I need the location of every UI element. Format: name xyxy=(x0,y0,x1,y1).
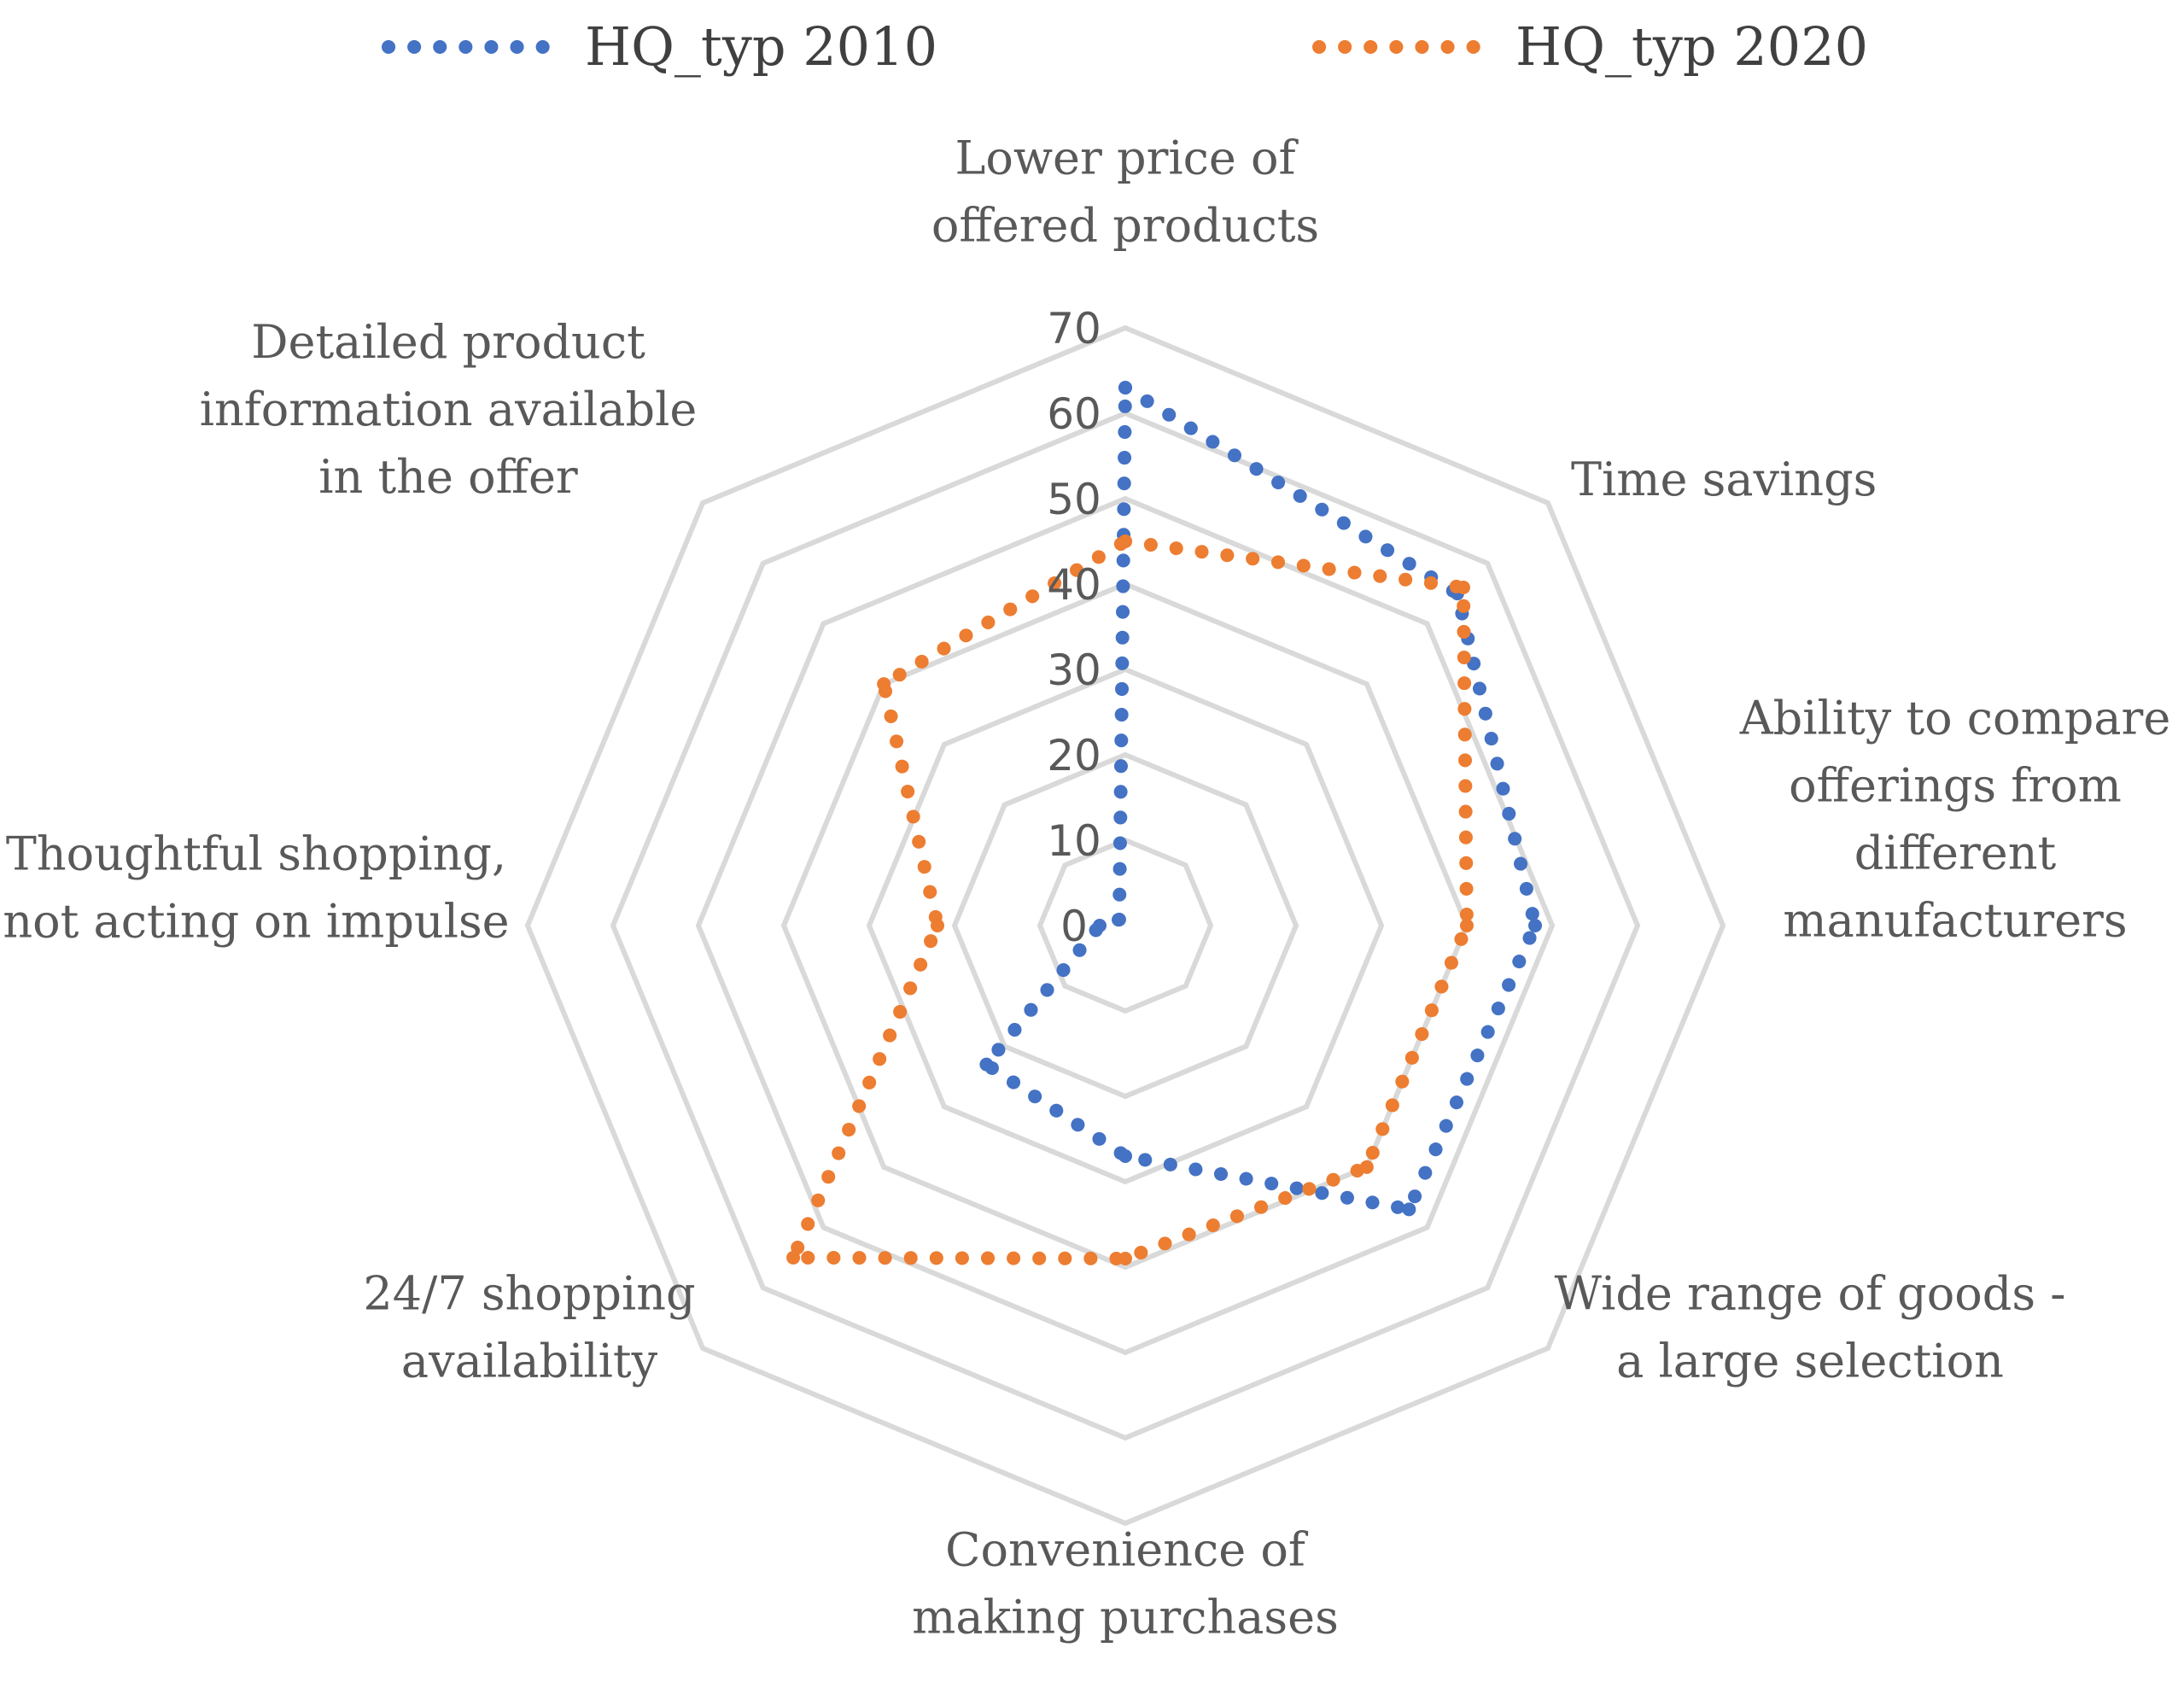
data-point-hq-typ-2010-3 xyxy=(1402,1202,1416,1217)
data-point-hq-typ-2020-7 xyxy=(877,677,891,692)
category-labels: Lower price of offered products Time savin… xyxy=(3,131,2170,1645)
tick-label-70: 70 xyxy=(1047,304,1101,353)
legend: HQ_typ 2010 HQ_typ 2020 xyxy=(382,15,1868,78)
tick-label-30: 30 xyxy=(1047,646,1101,695)
data-point-hq-typ-2020-0 xyxy=(1118,535,1132,548)
data-point-hq-typ-2020-5 xyxy=(786,1250,801,1265)
data-point-hq-typ-2010-6 xyxy=(1093,919,1107,932)
category-label-line: 24/7 shopping xyxy=(363,1267,695,1321)
series-layer xyxy=(782,375,1543,1266)
category-label-line: Ability to compare xyxy=(1739,692,2171,745)
category-label-ability-to-compare-offerings-from-different-manufacturers: Ability to compare offerings from differen… xyxy=(1739,692,2171,948)
category-label-line: Convenience of xyxy=(945,1523,1309,1577)
data-point-hq-typ-2010-5 xyxy=(979,1057,994,1072)
category-label-line: making purchases xyxy=(912,1591,1339,1645)
data-point-hq-typ-2020-1 xyxy=(1456,581,1470,595)
grid-ring-70 xyxy=(524,324,1726,1527)
data-point-hq-typ-2010-0 xyxy=(1118,381,1132,394)
data-point-hq-typ-2020-2 xyxy=(1460,919,1474,932)
category-label-line: offered products xyxy=(931,199,1319,253)
category-label-time-savings: Time savings xyxy=(1571,453,1877,506)
data-point-hq-typ-2010-4 xyxy=(1118,1149,1132,1163)
legend-label-hq-typ-2020: HQ_typ 2020 xyxy=(1515,15,1868,78)
data-point-hq-typ-2010-7 xyxy=(1112,912,1126,926)
category-label-wide-range-of-goods-a-large-selection: Wide range of goods - a large selection xyxy=(1555,1267,2066,1388)
category-label-line: Thoughtful shopping, xyxy=(6,827,506,881)
category-label-convenience-of-making-purchases: Convenience of making purchases xyxy=(912,1523,1339,1645)
category-label-line: manufacturers xyxy=(1783,894,2127,948)
category-label-line: not acting on impulse xyxy=(3,895,509,949)
grid-ring-10 xyxy=(1037,837,1214,1014)
tick-label-60: 60 xyxy=(1047,389,1101,439)
tick-label-50: 50 xyxy=(1047,475,1101,524)
category-label-line: Lower price of xyxy=(955,131,1299,185)
data-point-hq-typ-2020-6 xyxy=(931,919,944,932)
grid-ring-50 xyxy=(695,495,1556,1356)
category-label-24-7-shopping-availability: 24/7 shopping availability xyxy=(363,1267,695,1388)
grid-ring-40 xyxy=(780,581,1470,1271)
category-label-detailed-product-information-available-in-the-offer: Detailed product information available in … xyxy=(200,315,698,504)
data-point-hq-typ-2020-4 xyxy=(1118,1252,1132,1265)
data-point-hq-typ-2020-3 xyxy=(1359,1160,1374,1174)
grid-ring-20 xyxy=(951,751,1299,1100)
category-label-line: Time savings xyxy=(1571,453,1877,506)
category-label-line: Wide range of goods - xyxy=(1555,1267,2066,1321)
tick-label-0: 0 xyxy=(1060,902,1088,951)
tick-label-40: 40 xyxy=(1047,560,1101,610)
category-label-line: a large selection xyxy=(1616,1335,2004,1388)
grid-ring-30 xyxy=(866,666,1385,1185)
category-label-line: availability xyxy=(401,1335,658,1388)
category-label-lower-price-of-offered-products: Lower price of offered products xyxy=(931,131,1319,253)
legend-label-hq-typ-2010: HQ_typ 2010 xyxy=(585,15,937,78)
data-point-hq-typ-2010-2 xyxy=(1528,919,1542,932)
grid-ring-60 xyxy=(610,410,1641,1441)
category-label-line: information available xyxy=(200,383,698,436)
category-label-line: in the offer xyxy=(318,450,578,504)
tick-label-10: 10 xyxy=(1047,816,1101,866)
category-label-thoughtful-shopping-not-acting-on-impulse: Thoughtful shopping, not acting on impuls… xyxy=(3,827,509,949)
category-label-line: different xyxy=(1854,827,2057,880)
radial-tick-labels: 0 10 20 30 40 50 60 70 xyxy=(1047,304,1101,951)
radar-gridlines xyxy=(524,324,1726,1527)
category-label-line: Detailed product xyxy=(251,315,645,369)
tick-label-20: 20 xyxy=(1047,731,1101,780)
category-label-line: offerings from xyxy=(1789,759,2122,813)
series-line-hq-typ-2020 xyxy=(782,534,1474,1266)
